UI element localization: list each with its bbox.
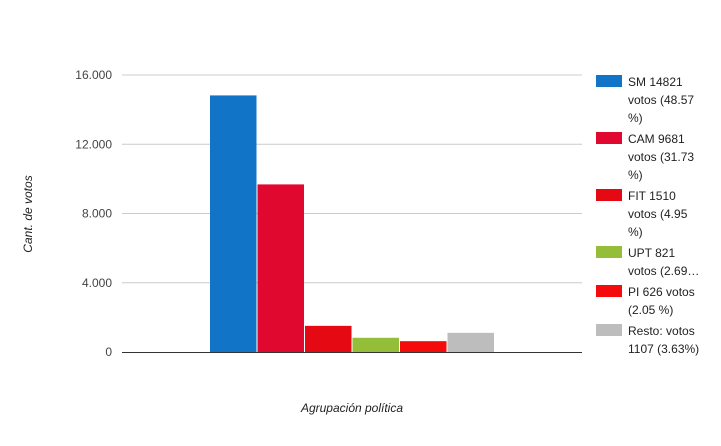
x-axis-title: Agrupación política [300,401,403,415]
legend-item[interactable]: SM 14821 votos (48.57%) [596,75,694,125]
legend-label: votos (31.73 [628,150,694,164]
legend-item[interactable]: UPT 821 votos (2.69… [596,246,699,278]
legend-label: SM 14821 [628,75,683,89]
y-tick-label: 12.000 [75,137,112,151]
legend-label: 1107 (3.63%) [628,342,699,356]
legend-item[interactable]: CAM 9681 votos (31.73%) [596,132,694,182]
bar[interactable] [352,337,400,352]
legend-swatch [596,285,622,297]
legend-label: PI 626 votos [628,285,695,299]
legend-label: %) [628,225,643,239]
y-tick-label: 8.000 [82,207,112,221]
legend-label: %) [628,111,643,125]
y-tick-label: 0 [105,345,112,359]
bar[interactable] [210,95,257,352]
legend-swatch [596,246,622,258]
gridlines [122,74,582,284]
bar[interactable] [257,184,305,352]
legend-label: votos (48.57 [628,93,694,107]
legend-swatch [596,324,622,336]
legend-swatch [596,75,622,87]
legend-label: FIT 1510 [628,189,676,203]
bars [210,95,494,352]
y-tick-label: 16.000 [75,68,112,82]
legend-label: Resto: votos [628,324,695,338]
legend-swatch [596,189,622,201]
legend-item[interactable]: PI 626 votos (2.05 %) [596,285,695,317]
legend-label: %) [628,168,643,182]
legend-item[interactable]: FIT 1510 votos (4.95%) [596,189,688,239]
bar[interactable] [305,325,352,352]
legend-label: UPT 821 [628,246,675,260]
bar[interactable] [447,332,495,352]
y-tick-label: 4.000 [82,276,112,290]
legend-item[interactable]: Resto: votos 1107 (3.63%) [596,324,699,356]
legend-swatch [596,132,622,144]
legend-label: CAM 9681 [628,132,685,146]
legend: SM 14821 votos (48.57%) CAM 9681 votos (31.… [596,75,699,356]
y-axis-ticks: 0 4.000 8.000 12.000 16.000 [75,68,112,359]
legend-label: (2.05 %) [628,303,673,317]
legend-label: votos (4.95 [628,207,688,221]
legend-label: votos (2.69… [628,264,699,278]
bar[interactable] [400,341,447,352]
y-axis-title: Cant. de votos [21,175,35,252]
